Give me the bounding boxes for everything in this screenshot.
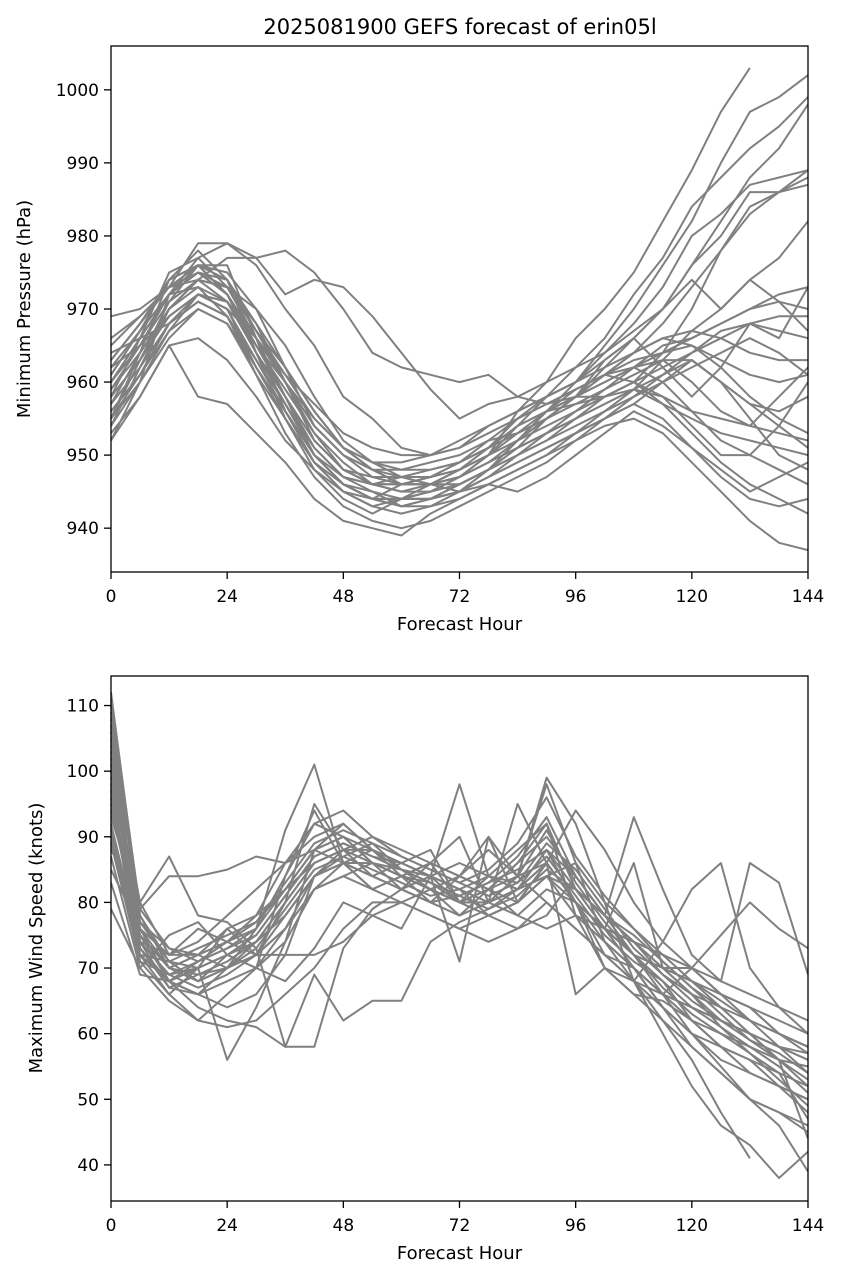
pressure-series-line-4 <box>110 103 809 486</box>
wind-y-tick-label: 110 <box>67 697 99 717</box>
wind-y-tick-label: 70 <box>77 959 99 979</box>
pressure-y-tick-label: 950 <box>67 446 99 466</box>
wind-y-tick-label: 50 <box>77 1090 99 1110</box>
wind-y-tick-label: 40 <box>77 1156 99 1176</box>
pressure-x-axis-label: Forecast Hour <box>397 614 523 635</box>
wind-x-tick-label: 144 <box>792 1216 824 1236</box>
pressure-series-line-30 <box>110 278 809 486</box>
wind-x-tick-label: 120 <box>676 1216 708 1236</box>
wind-series-line-20 <box>110 862 809 1101</box>
pressure-x-tick-label: 0 <box>106 587 117 607</box>
pressure-series-line-27 <box>110 293 809 515</box>
pressure-x-tick-label: 96 <box>565 587 587 607</box>
pressure-series-lines <box>110 67 809 552</box>
pressure-y-axis-label: Minimum Pressure (hPa) <box>14 200 35 418</box>
wind-y-tick-label: 90 <box>77 828 99 848</box>
pressure-series-line-26 <box>110 286 809 530</box>
wind-series-line-10 <box>110 809 809 1055</box>
pressure-y-tick-label: 980 <box>67 227 99 247</box>
pressure-y-tick-label: 970 <box>67 300 99 320</box>
pressure-series-line-1 <box>110 67 751 500</box>
pressure-x-ticks: 0 24 48 72 96 120 144 <box>106 572 824 607</box>
wind-y-tick-label: 60 <box>77 1025 99 1045</box>
wind-series-line-18 <box>110 763 809 1035</box>
wind-x-tick-label: 24 <box>216 1216 238 1236</box>
pressure-series-line-8 <box>110 169 809 457</box>
pressure-series-line-9 <box>110 220 809 420</box>
wind-series-line-28 <box>110 698 809 1140</box>
wind-y-axis-label: Maximum Wind Speed (knots) <box>26 803 47 1074</box>
wind-x-ticks: 0 24 48 72 96 120 144 <box>106 1201 824 1236</box>
chart-title: 2025081900 GEFS forecast of erin05l <box>263 15 656 39</box>
pressure-y-tick-label: 1000 <box>56 81 99 101</box>
wind-y-tick-label: 80 <box>77 893 99 913</box>
wind-x-axis-label: Forecast Hour <box>397 1243 523 1264</box>
pressure-series-line-6 <box>110 176 809 471</box>
pressure-series-line-29 <box>110 271 809 486</box>
pressure-y-tick-label: 960 <box>67 373 99 393</box>
pressure-series-line-25 <box>110 308 809 515</box>
wind-x-tick-label: 48 <box>333 1216 355 1236</box>
wind-series-line-29 <box>110 718 809 1173</box>
pressure-x-tick-label: 24 <box>216 587 238 607</box>
wind-series-line-30 <box>110 771 809 1127</box>
wind-series-lines <box>110 692 809 1179</box>
pressure-x-tick-label: 120 <box>676 587 708 607</box>
wind-y-ticks: 40 50 60 70 80 90 100 110 <box>67 697 111 1176</box>
pressure-y-tick-label: 990 <box>67 154 99 174</box>
wind-x-tick-label: 0 <box>106 1216 117 1236</box>
wind-series-line-26 <box>110 725 809 1107</box>
wind-x-tick-label: 72 <box>449 1216 471 1236</box>
wind-series-line-3 <box>110 731 809 1133</box>
pressure-x-tick-label: 72 <box>449 587 471 607</box>
pressure-x-tick-label: 48 <box>333 587 355 607</box>
wind-series-line-1 <box>110 692 751 1159</box>
wind-y-tick-label: 100 <box>67 762 99 782</box>
wind-x-tick-label: 96 <box>565 1216 587 1236</box>
pressure-series-line-7 <box>110 183 809 405</box>
pressure-y-tick-label: 940 <box>67 519 99 539</box>
wind-chart: 0 24 48 72 96 120 144 40 50 60 70 80 90 100 110 Forec… <box>26 675 824 1264</box>
pressure-axes-frame <box>110 45 809 573</box>
pressure-x-tick-label: 144 <box>792 587 824 607</box>
pressure-series-line-28 <box>110 271 809 464</box>
pressure-series-line-24 <box>110 278 809 537</box>
pressure-series-line-31 <box>110 293 809 500</box>
pressure-chart: 2025081900 GEFS forecast of erin05l 0 24 4… <box>14 15 824 635</box>
pressure-y-ticks: 940 950 960 970 980 990 1000 <box>56 81 111 539</box>
